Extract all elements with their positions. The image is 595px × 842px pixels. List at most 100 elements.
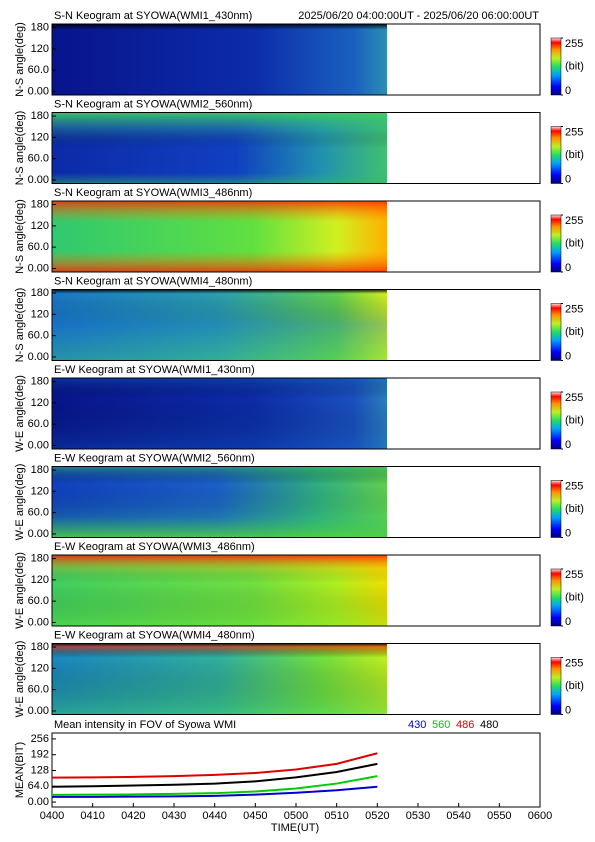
- y-tick-label: 180: [31, 641, 49, 653]
- y-tick-label: 60.0: [28, 330, 49, 342]
- colorbar-tick-label: 0: [565, 85, 571, 97]
- panel-title: Mean intensity in FOV of Syowa WMI: [54, 719, 236, 731]
- x-tick-label: 0450: [243, 810, 267, 822]
- x-tick-label: 0500: [284, 810, 308, 822]
- plot-frame: [51, 554, 541, 627]
- colorbar-tick-label: 0: [565, 527, 571, 539]
- y-tick-label: 128: [31, 764, 49, 776]
- y-tick-label: 0.00: [28, 528, 49, 540]
- colorbar-tick-label: 255: [565, 392, 583, 404]
- x-tick-label: 0530: [406, 810, 430, 822]
- panel-subtitle: 2025/06/20 04:00:00UT - 2025/06/20 06:00…: [298, 10, 539, 22]
- y-axis-label: N-S angle(deg): [14, 199, 26, 274]
- panel-title: E-W Keogram at SYOWA(WMI2_560nm): [54, 452, 255, 464]
- colorbar-tick-label: 255: [565, 126, 583, 138]
- x-tick-label: 0540: [446, 810, 470, 822]
- y-tick-label: 180: [31, 287, 49, 299]
- x-tick-label: 0440: [202, 810, 226, 822]
- y-tick-label: 120: [31, 485, 49, 497]
- colorbar-tick-label: 0: [565, 350, 571, 362]
- colorbar: [550, 391, 562, 450]
- y-axis-label: N-S angle(deg): [14, 111, 26, 186]
- x-tick-label: 0600: [528, 810, 552, 822]
- x-tick-label: 0520: [365, 810, 389, 822]
- keogram-image-overlay: [52, 289, 387, 361]
- y-tick-label: 0.00: [28, 705, 49, 717]
- colorbar-tick-label: 0: [565, 262, 571, 274]
- y-tick-label: 60.0: [28, 507, 49, 519]
- colorbar-tick-label: 255: [565, 303, 583, 315]
- plot-frame: [51, 200, 541, 273]
- colorbar-tick-label: 255: [565, 480, 583, 492]
- colorbar: [550, 126, 562, 184]
- x-tick-label: 0400: [40, 810, 64, 822]
- y-tick-label: 120: [31, 662, 49, 674]
- colorbar-label: (bit): [565, 326, 584, 338]
- y-axis-label: W-E angle(deg): [14, 641, 26, 718]
- colorbar: [550, 37, 562, 96]
- colorbar-label: (bit): [565, 591, 584, 603]
- y-tick-label: 60.0: [28, 595, 49, 607]
- x-tick-label: 0550: [487, 810, 511, 822]
- keogram-image-overlay: [52, 555, 387, 626]
- plot-frame: [51, 377, 541, 450]
- legend-entry: 486: [456, 719, 474, 731]
- x-tick-label: 0420: [121, 810, 145, 822]
- panel-title: S-N Keogram at SYOWA(WMI1_430nm): [54, 10, 252, 22]
- colorbar-tick-label: 0: [565, 173, 571, 185]
- y-tick-label: 120: [31, 308, 49, 320]
- plot-frame: [51, 23, 541, 96]
- y-tick-label: 60.0: [28, 241, 49, 253]
- y-tick-label: 180: [31, 198, 49, 210]
- y-tick-label: 120: [31, 397, 49, 409]
- y-tick-label: 0.00: [28, 616, 49, 628]
- panel-title: E-W Keogram at SYOWA(WMI4_480nm): [54, 629, 255, 641]
- y-tick-label: 120: [31, 43, 49, 55]
- plot-frame: [51, 643, 541, 715]
- colorbar: [550, 568, 562, 627]
- y-axis-label: MEAN(BIT): [14, 742, 26, 798]
- colorbar-label: (bit): [565, 60, 584, 72]
- colorbar-tick-label: 255: [565, 569, 583, 581]
- colorbar-tick-label: 0: [565, 616, 571, 628]
- panel-title: E-W Keogram at SYOWA(WMI1_430nm): [54, 364, 255, 376]
- colorbar-label: (bit): [565, 237, 584, 249]
- legend-entry: 560: [432, 719, 450, 731]
- x-tick-label: 0410: [80, 810, 104, 822]
- y-tick-label: 192: [31, 749, 49, 761]
- legend-entry: 480: [480, 719, 498, 731]
- y-tick-label: 180: [31, 375, 49, 387]
- y-axis-label: W-E angle(deg): [14, 464, 26, 541]
- y-tick-label: 120: [31, 220, 49, 232]
- y-axis-label: W-E angle(deg): [14, 375, 26, 452]
- y-tick-label: 180: [31, 552, 49, 564]
- series-line: [51, 775, 378, 796]
- y-tick-label: 0.00: [28, 174, 49, 186]
- y-tick-label: 180: [31, 21, 49, 33]
- y-tick-label: 64.0: [28, 780, 49, 792]
- panel-title: S-N Keogram at SYOWA(WMI2_560nm): [54, 98, 252, 110]
- x-axis-label: TIME(UT): [271, 822, 319, 834]
- panel-title: S-N Keogram at SYOWA(WMI3_486nm): [54, 187, 252, 199]
- colorbar-tick-label: 255: [565, 657, 583, 669]
- y-tick-label: 120: [31, 131, 49, 143]
- colorbar-tick-label: 0: [565, 439, 571, 451]
- colorbar-label: (bit): [565, 414, 584, 426]
- colorbar-tick-label: 255: [565, 38, 583, 50]
- keogram-image-overlay: [52, 643, 387, 715]
- keogram-image-overlay: [52, 112, 387, 184]
- y-tick-label: 256: [31, 733, 49, 745]
- colorbar: [550, 657, 562, 715]
- colorbar-label: (bit): [565, 680, 584, 692]
- y-axis-label: N-S angle(deg): [14, 22, 26, 97]
- colorbar: [550, 214, 562, 273]
- x-tick-label: 0510: [324, 810, 348, 822]
- y-axis-label: W-E angle(deg): [14, 552, 26, 629]
- panel-title: E-W Keogram at SYOWA(WMI3_486nm): [54, 541, 255, 553]
- colorbar: [550, 480, 562, 538]
- y-tick-label: 0.00: [28, 439, 49, 451]
- y-tick-label: 60.0: [28, 684, 49, 696]
- keogram-image-overlay: [52, 24, 387, 95]
- plot-frame: [51, 112, 541, 184]
- y-tick-label: 0.00: [28, 262, 49, 274]
